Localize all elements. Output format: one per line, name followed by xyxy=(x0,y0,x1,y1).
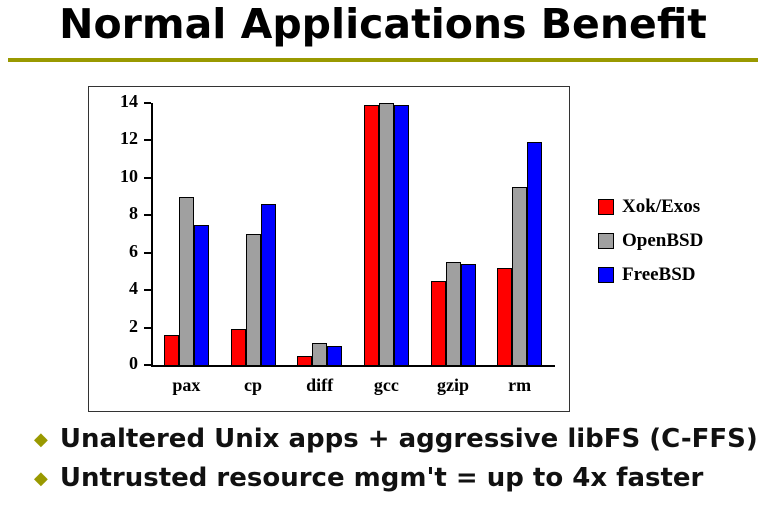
y-tick xyxy=(144,139,151,142)
bar xyxy=(193,224,209,366)
x-category-label: gcc xyxy=(373,375,399,395)
y-tick-label: 4 xyxy=(129,278,138,299)
bar xyxy=(230,329,246,366)
y-tick-label: 12 xyxy=(120,128,138,149)
bar xyxy=(378,103,394,366)
bullet-item: ◆ Unaltered Unix apps + aggressive libFS… xyxy=(34,424,758,454)
bullet-text: Untrusted resource mgm't = up to 4x fast… xyxy=(59,463,704,493)
bar xyxy=(497,267,513,366)
y-tick-label: 0 xyxy=(129,353,138,373)
bar xyxy=(260,204,276,366)
y-tick-label: 8 xyxy=(129,203,138,224)
diamond-bullet-icon: ◆ xyxy=(34,468,48,489)
legend-swatch xyxy=(598,233,614,249)
bullet-text: Unaltered Unix apps + aggressive libFS (… xyxy=(59,424,758,454)
y-tick xyxy=(144,251,151,254)
bar xyxy=(312,342,328,366)
legend-swatch xyxy=(598,199,614,215)
bar xyxy=(297,355,313,366)
bar xyxy=(512,187,528,366)
bar xyxy=(363,104,379,366)
bullet-item: ◆ Untrusted resource mgm't = up to 4x fa… xyxy=(34,463,754,493)
legend-item: OpenBSD xyxy=(598,230,763,252)
x-category-label: pax xyxy=(172,375,201,395)
bullet-list: ◆ Unaltered Unix apps + aggressive libFS… xyxy=(34,424,758,502)
x-category-label: cp xyxy=(243,375,262,395)
legend-item: Xok/Exos xyxy=(598,196,763,218)
bar xyxy=(527,142,543,366)
y-tick xyxy=(144,214,151,217)
x-category-label: diff xyxy=(306,375,334,395)
diamond-bullet-icon: ◆ xyxy=(34,429,48,450)
bar-chart: 0 2 4 6 8 10 12 14 pax cp diff gcc gzip rm xyxy=(88,86,570,412)
legend-label: Xok/Exos xyxy=(622,196,701,217)
y-tick xyxy=(144,364,151,366)
bar xyxy=(445,262,461,366)
x-axis-line xyxy=(151,365,555,367)
bar xyxy=(163,335,179,366)
bar xyxy=(460,263,476,366)
y-tick-label: 10 xyxy=(120,165,138,186)
bar xyxy=(178,196,194,366)
x-category-label: gzip xyxy=(436,375,469,395)
y-tick-label: 2 xyxy=(129,315,138,336)
legend-label: OpenBSD xyxy=(622,230,704,251)
x-category-label: rm xyxy=(508,375,532,395)
page-title: Normal Applications Benefit xyxy=(59,0,707,48)
legend-item: FreeBSD xyxy=(598,264,763,286)
bar xyxy=(430,280,446,366)
chart-plot: 0 2 4 6 8 10 12 14 pax cp diff gcc gzip rm xyxy=(89,87,569,411)
y-tick xyxy=(144,326,151,329)
y-tick xyxy=(144,176,151,179)
legend-swatch xyxy=(598,267,614,283)
y-tick-label: 6 xyxy=(129,240,138,261)
chart-legend: Xok/Exos OpenBSD FreeBSD xyxy=(598,196,763,298)
y-tick xyxy=(144,102,151,104)
bar xyxy=(393,104,409,366)
legend-label: FreeBSD xyxy=(622,264,696,285)
y-tick-label: 14 xyxy=(120,91,138,111)
title-underline xyxy=(8,58,758,62)
bar xyxy=(327,346,343,366)
y-axis-line xyxy=(151,103,153,365)
bar xyxy=(245,234,261,366)
y-tick xyxy=(144,289,151,292)
